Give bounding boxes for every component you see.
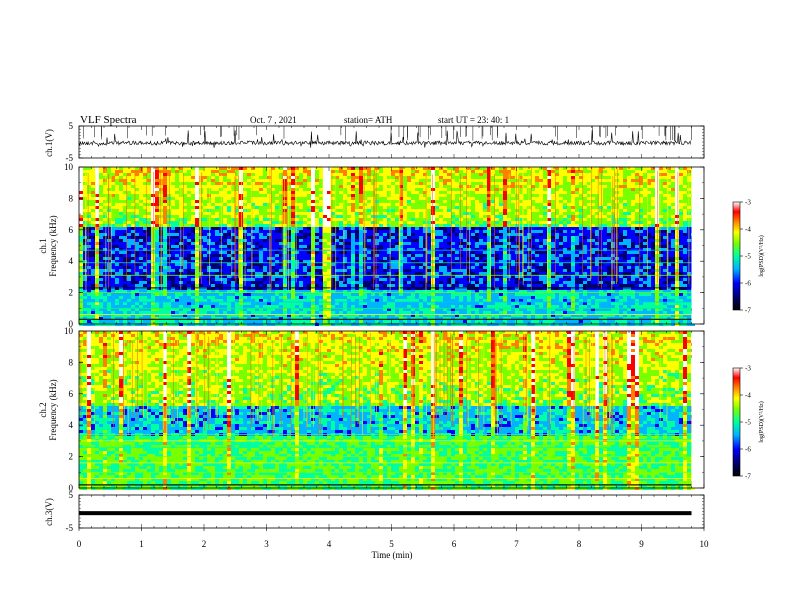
- time-axis-tick-7: 7: [514, 539, 519, 549]
- ch3-waveform-ylabel: ch.3(V): [44, 498, 54, 526]
- ch2-spectrogram-ylabel: Frequency (kHz): [48, 379, 58, 440]
- ch2-spectrogram-ytick-3: 6: [69, 389, 74, 399]
- ch2-colorbar-gradient: [732, 367, 741, 477]
- ch1-waveform-ytick-1: -5: [66, 153, 74, 163]
- ch1-spectrogram-ytick-3: 6: [69, 225, 74, 235]
- ch2-spectrogram-channel-label: ch.2: [38, 402, 48, 417]
- ch3-waveform-trace: [79, 511, 692, 516]
- time-axis-tick-10: 10: [700, 539, 710, 549]
- ch2-spectrogram-ytick-1: 2: [69, 452, 74, 462]
- time-axis-tick-4: 4: [327, 539, 332, 549]
- figure-title: VLF Spectra: [80, 114, 137, 126]
- ch1-colorbar-tick-4: -7: [745, 307, 751, 315]
- ch1-waveform-ylabel: ch.1(V): [44, 129, 54, 157]
- ch1-spectrogram-channel-label: ch.1: [38, 238, 48, 253]
- ch3-waveform-ytick-0: 5: [69, 490, 74, 500]
- ch1-waveform-panel: 5 -5: [66, 121, 705, 163]
- ch1-spectrogram-ytick-0: 0: [69, 319, 74, 329]
- time-axis-tick-1: 1: [139, 539, 144, 549]
- ch1-colorbar-tick-1: -4: [745, 226, 751, 234]
- ch1-spectrogram-ytick-2: 4: [69, 256, 74, 266]
- ch1-colorbar-tick-3: -6: [745, 280, 751, 288]
- ch2-colorbar: -3 -4 -5 -6 -7 log(PSD)(V²/Hz): [732, 365, 765, 481]
- time-axis-label: Time (min): [372, 550, 413, 560]
- ch1-spectrogram-ylabel: Frequency (kHz): [48, 215, 58, 276]
- ch2-spectrogram-ytick-5: 10: [64, 326, 74, 336]
- time-axis-tick-9: 9: [639, 539, 644, 549]
- ch2-colorbar-label: log(PSD)(V²/Hz): [758, 401, 765, 442]
- ch2-spectrogram-ytick-4: 8: [69, 357, 74, 367]
- time-axis-tick-2: 2: [202, 539, 207, 549]
- ch2-colorbar-tick-1: -4: [745, 392, 751, 400]
- ch1-colorbar-tick-2: -5: [745, 253, 751, 261]
- ch2-colorbar-tick-2: -5: [745, 419, 751, 427]
- ch1-spectrogram-panel: 0 2 4 6 8 10: [64, 162, 705, 329]
- ch2-colorbar-tick-3: -6: [745, 446, 751, 454]
- start-ut-label: start UT = 23: 40: 1: [438, 115, 509, 125]
- ch3-waveform-panel: 5 -5: [66, 490, 705, 533]
- ch2-spectrogram-ytick-0: 0: [69, 483, 74, 493]
- time-axis-tick-6: 6: [452, 539, 457, 549]
- ch1-spectrogram-ytick-1: 2: [69, 288, 74, 298]
- time-axis-tick-5: 5: [389, 539, 394, 549]
- ch1-waveform-ytick-0: 5: [69, 121, 74, 131]
- time-axis-tick-0: 0: [77, 539, 82, 549]
- ch1-spectrogram-ytick-4: 8: [69, 193, 74, 203]
- ch1-spectrogram-pixels: [79, 167, 695, 326]
- ch1-spectrogram-ytick-5: 10: [64, 162, 74, 172]
- ch3-waveform-ytick-1: -5: [66, 523, 74, 533]
- time-axis-tick-8: 8: [577, 539, 582, 549]
- time-axis-tick-3: 3: [264, 539, 269, 549]
- ch1-waveform-trace: [78, 130, 692, 148]
- ch1-colorbar: -3 -4 -5 -6 -7 log(PSD)(V²/Hz): [732, 199, 765, 315]
- ch2-spectrogram-pixels: [79, 331, 695, 490]
- ch1-colorbar-gradient: [732, 201, 741, 311]
- time-axis: 0 1 2 3 4 5 6 7 8 9 10: [77, 528, 709, 549]
- date-label: Oct. 7 , 2021: [250, 115, 297, 125]
- ch2-spectrogram-panel: 0 2 4 6 8 10: [64, 326, 705, 493]
- ch2-colorbar-tick-4: -7: [745, 473, 751, 481]
- ch1-colorbar-label: log(PSD)(V²/Hz): [758, 235, 765, 276]
- ch2-spectrogram-ytick-2: 4: [69, 420, 74, 430]
- ch1-colorbar-tick-0: -3: [745, 199, 751, 207]
- ch2-colorbar-tick-0: -3: [745, 365, 751, 373]
- station-label: station= ATH: [344, 115, 393, 125]
